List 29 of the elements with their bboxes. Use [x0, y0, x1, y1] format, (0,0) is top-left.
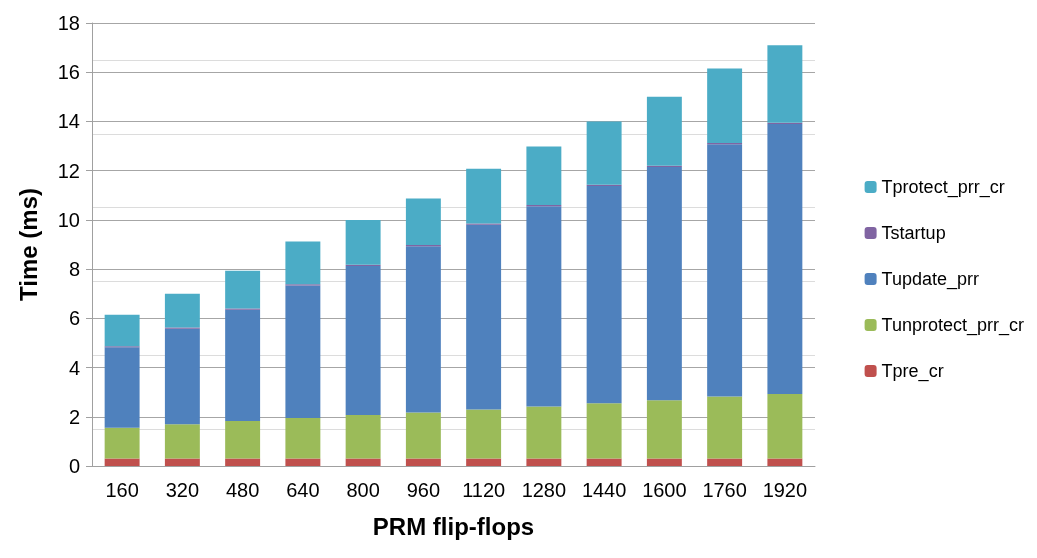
legend-label: Tunprotect_prr_cr	[881, 315, 1025, 336]
y-tick-label: 6	[68, 307, 80, 330]
legend-label: Tstartup	[881, 223, 946, 243]
y-tick-label: 2	[68, 405, 80, 428]
x-tick-label: 640	[286, 479, 320, 501]
y-tick-label: 8	[68, 258, 80, 281]
legend-label: Tprotect_prr_cr	[881, 177, 1005, 198]
x-tick-label: 800	[346, 479, 380, 501]
x-tick-label: 1120	[462, 479, 506, 501]
x-tick-label: 1280	[521, 479, 567, 501]
x-tick-label: 960	[406, 479, 441, 501]
y-tick-label: 10	[57, 208, 80, 231]
x-tick-label: 160	[105, 479, 139, 501]
x-tick-label: 1920	[762, 479, 808, 501]
y-tick-label: 18	[57, 12, 80, 34]
y-tick-label: 14	[57, 110, 80, 133]
y-tick-label: 4	[68, 356, 80, 379]
x-tick-label: 320	[165, 479, 200, 501]
x-tick-label: 1440	[581, 479, 627, 501]
y-tick-label: 16	[57, 61, 80, 84]
x-tick-label: 1760	[702, 479, 747, 501]
legend-label: Tupdate_prr	[881, 269, 980, 290]
y-tick-label: 0	[68, 455, 80, 477]
legend-label: Tpre_cr	[881, 361, 944, 382]
y-tick-label: 12	[57, 159, 80, 182]
x-tick-label: 1600	[642, 479, 687, 501]
x-tick-label: 480	[225, 479, 260, 501]
y-axis-title: Time (ms)	[14, 188, 42, 301]
x-axis-title: PRM flip-flops	[372, 512, 535, 540]
